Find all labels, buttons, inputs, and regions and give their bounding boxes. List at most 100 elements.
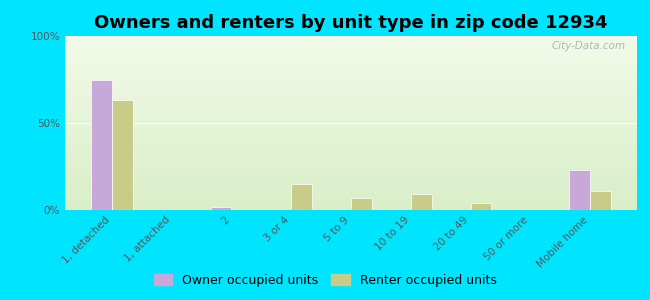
- Bar: [211, 206, 231, 210]
- Bar: [65, 168, 637, 170]
- Bar: [65, 132, 637, 134]
- Bar: [65, 58, 637, 60]
- Bar: [65, 57, 637, 58]
- Bar: [65, 160, 637, 161]
- Bar: [65, 41, 637, 43]
- Bar: [65, 130, 637, 132]
- Bar: [65, 116, 637, 118]
- Bar: [65, 177, 637, 179]
- Bar: [65, 186, 637, 188]
- Bar: [65, 163, 637, 165]
- Bar: [65, 118, 637, 119]
- Bar: [65, 64, 637, 66]
- Bar: [65, 36, 637, 38]
- Bar: [65, 69, 637, 71]
- Bar: [65, 127, 637, 128]
- Bar: [65, 184, 637, 186]
- Bar: [65, 81, 637, 83]
- Bar: [65, 45, 637, 46]
- Bar: [65, 66, 637, 67]
- Bar: [590, 191, 611, 210]
- Bar: [65, 206, 637, 208]
- Bar: [65, 52, 637, 53]
- Bar: [65, 147, 637, 149]
- Bar: [65, 121, 637, 123]
- Bar: [65, 149, 637, 151]
- Bar: [65, 43, 637, 45]
- Bar: [65, 92, 637, 93]
- Bar: [65, 140, 637, 142]
- Bar: [65, 144, 637, 146]
- Bar: [65, 85, 637, 86]
- Bar: [65, 180, 637, 182]
- Bar: [65, 165, 637, 167]
- Bar: [411, 194, 432, 210]
- Bar: [65, 38, 637, 40]
- Bar: [65, 172, 637, 173]
- Bar: [65, 205, 637, 206]
- Bar: [65, 112, 637, 114]
- Bar: [65, 153, 637, 154]
- Bar: [91, 80, 112, 210]
- Bar: [65, 78, 637, 80]
- Bar: [65, 134, 637, 135]
- Bar: [65, 125, 637, 127]
- Bar: [65, 146, 637, 147]
- Bar: [65, 193, 637, 194]
- Bar: [65, 88, 637, 90]
- Bar: [65, 198, 637, 200]
- Bar: [65, 167, 637, 168]
- Bar: [65, 170, 637, 172]
- Bar: [65, 119, 637, 121]
- Bar: [65, 99, 637, 100]
- Bar: [65, 62, 637, 64]
- Bar: [65, 93, 637, 95]
- Bar: [65, 107, 637, 109]
- Bar: [65, 175, 637, 177]
- Title: Owners and renters by unit type in zip code 12934: Owners and renters by unit type in zip c…: [94, 14, 608, 32]
- Bar: [65, 90, 637, 92]
- Bar: [65, 53, 637, 55]
- Legend: Owner occupied units, Renter occupied units: Owner occupied units, Renter occupied un…: [150, 270, 500, 291]
- Bar: [65, 201, 637, 203]
- Bar: [65, 71, 637, 73]
- Bar: [65, 200, 637, 201]
- Bar: [65, 86, 637, 88]
- Bar: [65, 102, 637, 104]
- Bar: [65, 83, 637, 85]
- Bar: [65, 104, 637, 106]
- Bar: [65, 114, 637, 116]
- Bar: [65, 76, 637, 78]
- Bar: [291, 184, 312, 210]
- Bar: [65, 154, 637, 156]
- Bar: [65, 188, 637, 189]
- Bar: [65, 109, 637, 111]
- Bar: [65, 60, 637, 62]
- Bar: [569, 170, 590, 210]
- Bar: [65, 189, 637, 191]
- Bar: [65, 196, 637, 198]
- Bar: [65, 50, 637, 52]
- Bar: [65, 208, 637, 210]
- Bar: [65, 142, 637, 144]
- Bar: [65, 161, 637, 163]
- Bar: [471, 203, 491, 210]
- Bar: [65, 46, 637, 48]
- Bar: [65, 194, 637, 196]
- Bar: [65, 111, 637, 112]
- Bar: [65, 128, 637, 130]
- Bar: [65, 100, 637, 102]
- Bar: [65, 123, 637, 125]
- Bar: [65, 203, 637, 205]
- Bar: [65, 139, 637, 140]
- Bar: [65, 156, 637, 158]
- Bar: [351, 198, 372, 210]
- Bar: [65, 97, 637, 99]
- Bar: [65, 137, 637, 139]
- Bar: [65, 179, 637, 180]
- Text: City-Data.com: City-Data.com: [551, 41, 625, 51]
- Bar: [65, 95, 637, 97]
- Bar: [65, 173, 637, 175]
- Bar: [65, 73, 637, 74]
- Bar: [65, 151, 637, 153]
